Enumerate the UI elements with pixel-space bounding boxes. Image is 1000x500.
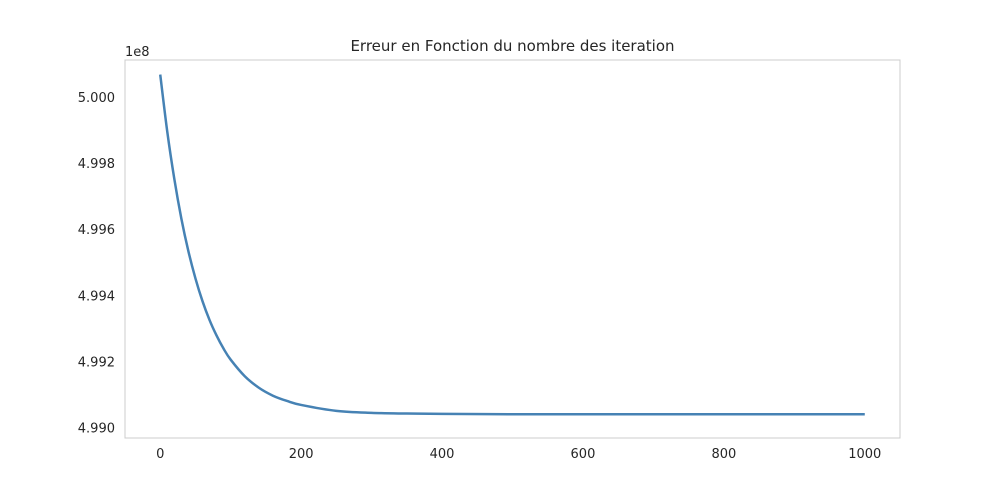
series-line <box>158 74 865 416</box>
x-tick-label: 400 <box>430 447 455 462</box>
y-tick-label: 4.998 <box>78 157 115 172</box>
y-tick-label: 4.990 <box>78 421 115 436</box>
chart-title: Erreur en Fonction du nombre des iterati… <box>350 37 674 55</box>
series-group <box>158 74 865 416</box>
plot-background <box>125 60 900 438</box>
x-tick-label: 200 <box>289 447 314 462</box>
x-axis-ticks: 0 200 400 600 800 1000 <box>156 447 881 462</box>
y-tick-label: 4.992 <box>78 355 115 370</box>
x-tick-label: 1000 <box>848 447 881 462</box>
y-tick-label: 4.994 <box>78 289 115 304</box>
y-axis-ticks: 4.990 4.992 4.994 4.996 4.998 5.000 <box>78 91 115 436</box>
x-tick-label: 800 <box>711 447 736 462</box>
y-tick-label: 5.000 <box>78 91 115 106</box>
x-tick-label: 600 <box>571 447 596 462</box>
x-tick-label: 0 <box>156 447 164 462</box>
y-tick-label: 4.996 <box>78 223 115 238</box>
plot-frame <box>124 59 901 439</box>
y-offset-label: 1e8 <box>125 45 150 60</box>
